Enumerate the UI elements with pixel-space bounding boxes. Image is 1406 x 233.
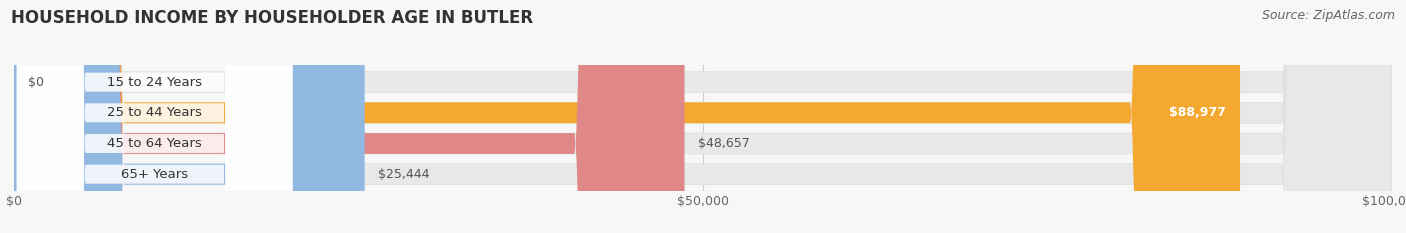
Text: 15 to 24 Years: 15 to 24 Years xyxy=(107,76,202,89)
FancyBboxPatch shape xyxy=(17,0,292,233)
FancyBboxPatch shape xyxy=(14,0,1392,233)
FancyBboxPatch shape xyxy=(17,0,292,233)
Text: 25 to 44 Years: 25 to 44 Years xyxy=(107,106,202,119)
FancyBboxPatch shape xyxy=(14,0,1392,233)
FancyBboxPatch shape xyxy=(17,0,292,233)
FancyBboxPatch shape xyxy=(14,0,364,233)
FancyBboxPatch shape xyxy=(14,0,1392,233)
FancyBboxPatch shape xyxy=(17,0,292,233)
Text: $25,444: $25,444 xyxy=(378,168,430,181)
Text: $0: $0 xyxy=(28,76,44,89)
Text: 65+ Years: 65+ Years xyxy=(121,168,188,181)
Text: $48,657: $48,657 xyxy=(699,137,749,150)
Text: Source: ZipAtlas.com: Source: ZipAtlas.com xyxy=(1261,9,1395,22)
FancyBboxPatch shape xyxy=(14,0,1392,233)
Text: HOUSEHOLD INCOME BY HOUSEHOLDER AGE IN BUTLER: HOUSEHOLD INCOME BY HOUSEHOLDER AGE IN B… xyxy=(11,9,533,27)
FancyBboxPatch shape xyxy=(14,0,685,233)
FancyBboxPatch shape xyxy=(14,0,1240,233)
Text: $88,977: $88,977 xyxy=(1170,106,1226,119)
Text: 45 to 64 Years: 45 to 64 Years xyxy=(107,137,202,150)
